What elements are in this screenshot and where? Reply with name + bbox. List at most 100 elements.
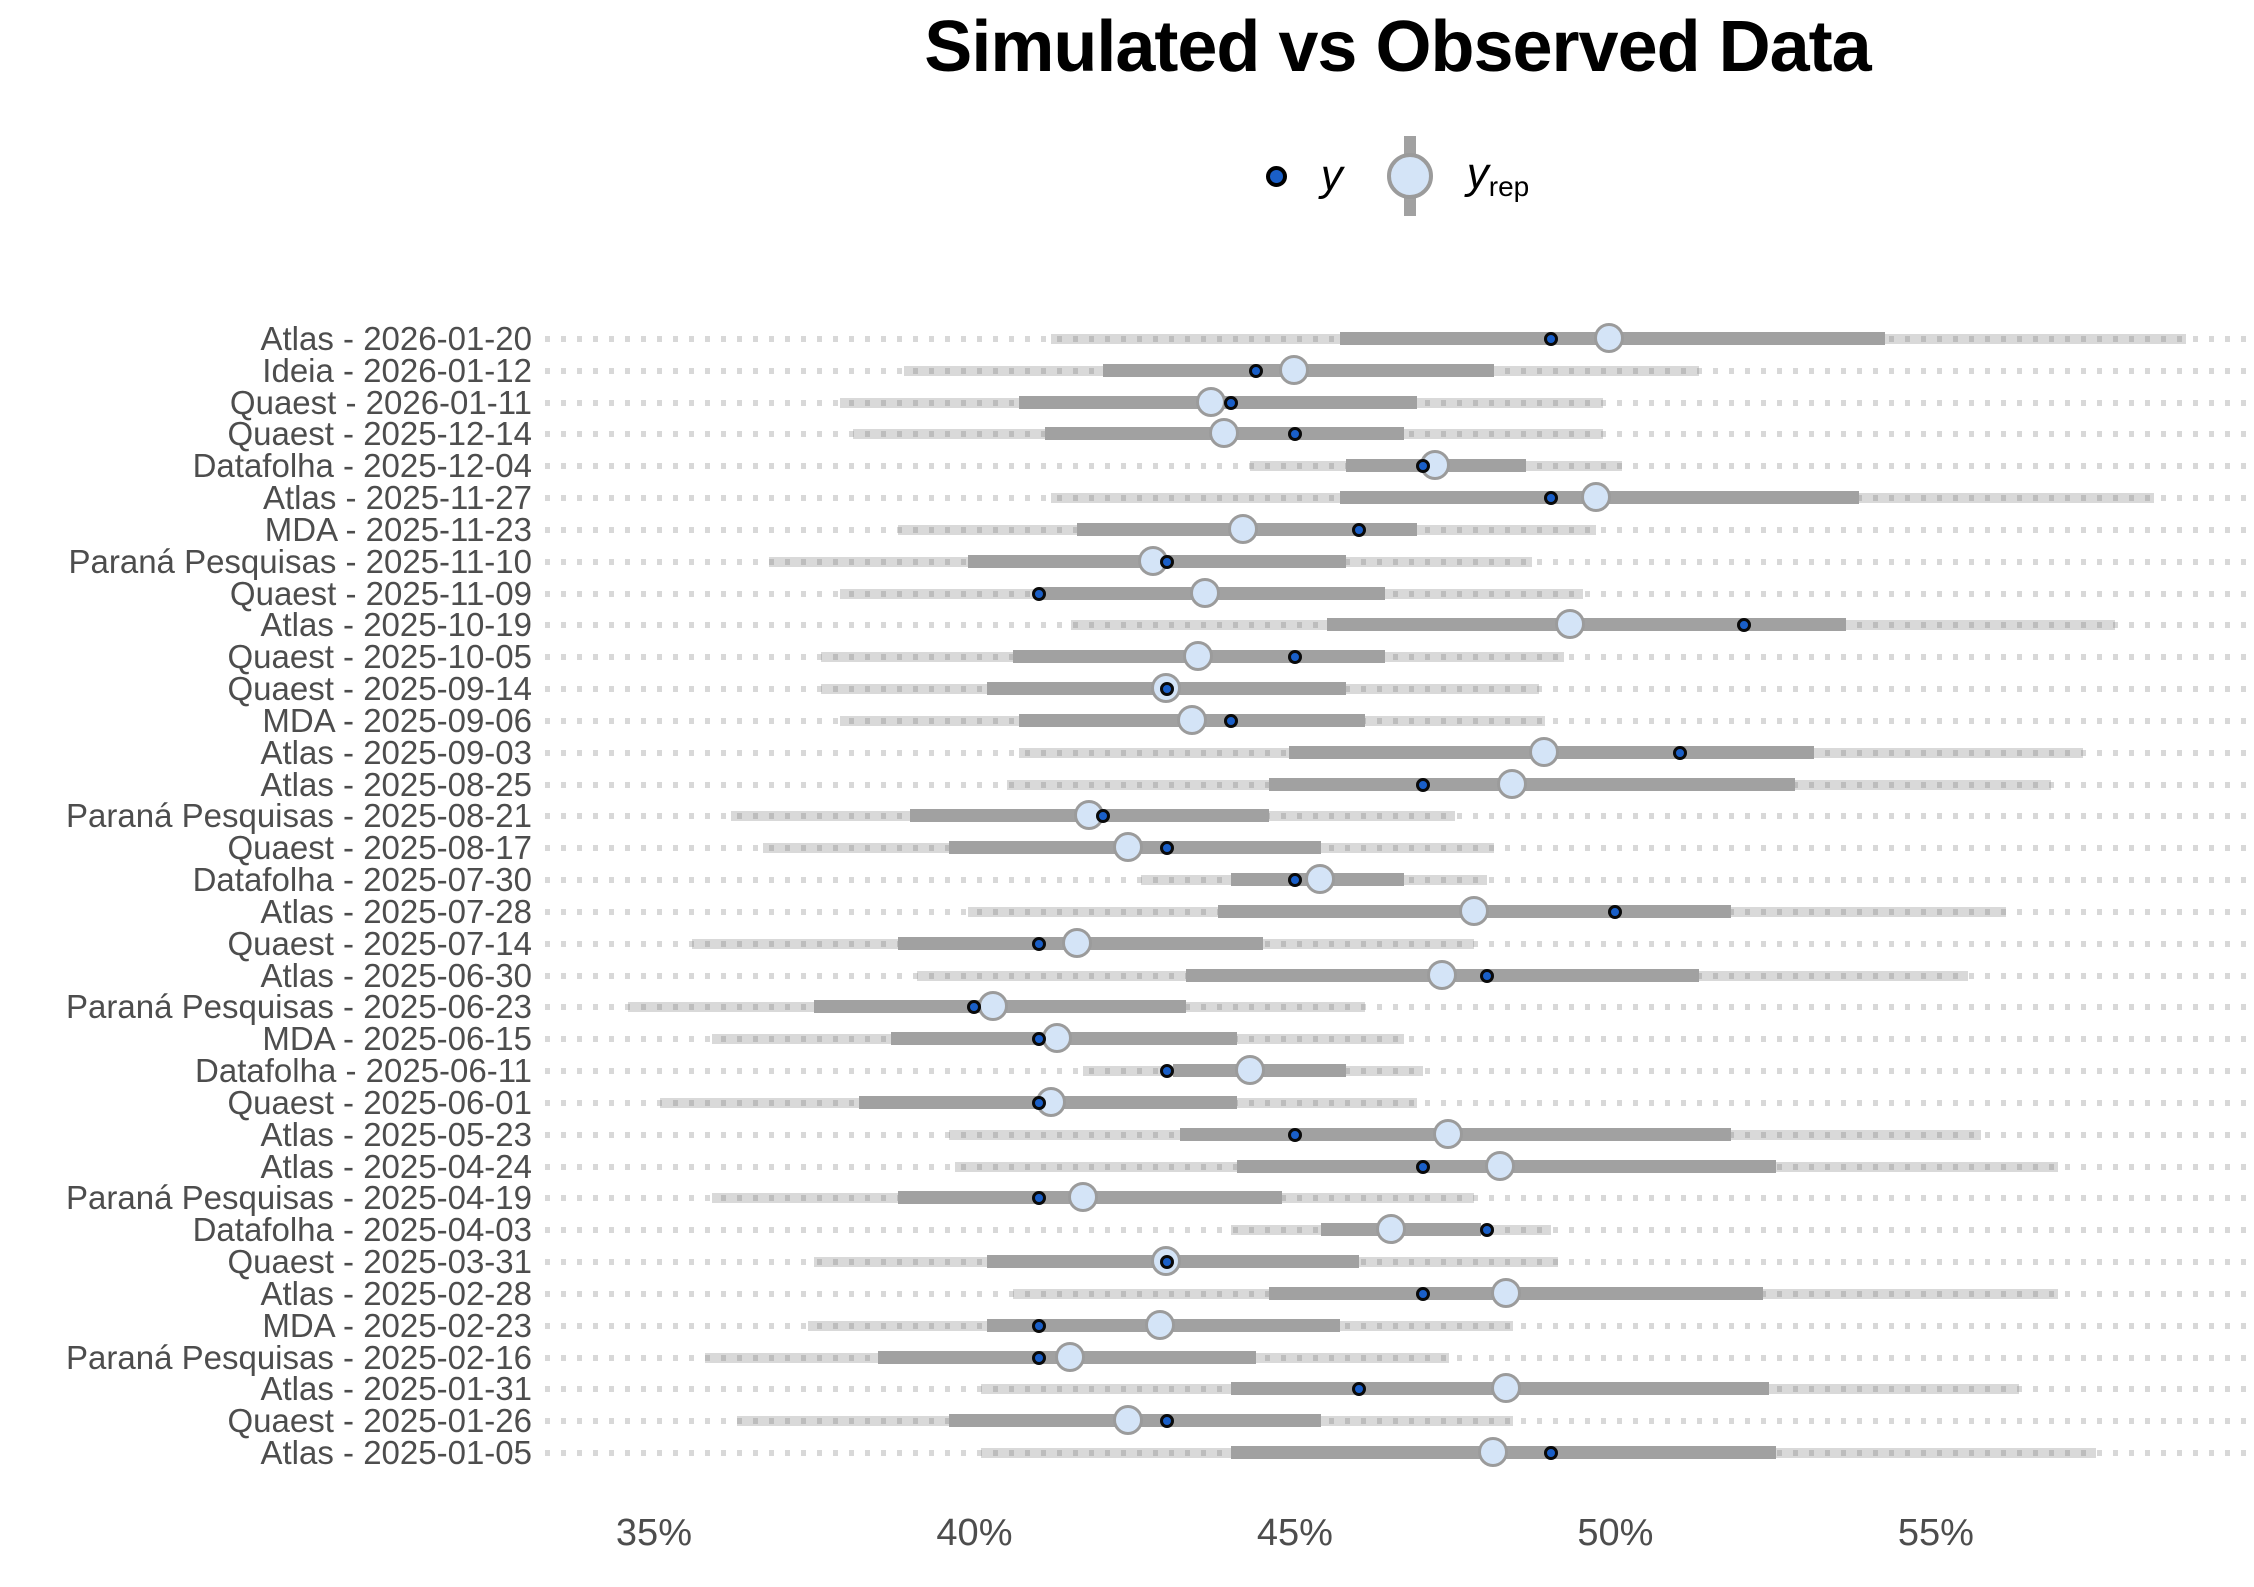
- yrep-median-point: [1067, 1182, 1098, 1213]
- observed-point: [1249, 363, 1264, 378]
- ppc-row: [545, 1437, 2250, 1469]
- y-axis-label: Paraná Pesquisas - 2025-06-23: [66, 988, 532, 1026]
- yrep-median-point: [1189, 577, 1220, 608]
- observed-point: [1223, 713, 1238, 728]
- observed-point: [1544, 1446, 1559, 1461]
- y-axis-label: Atlas - 2025-10-19: [260, 606, 533, 644]
- yrep-median-point: [1035, 1086, 1066, 1117]
- y-axis-label: Atlas - 2026-01-20: [260, 320, 533, 357]
- legend: y yrep: [545, 126, 2250, 226]
- y-axis-label: Quaest - 2025-01-26: [227, 1402, 532, 1440]
- ppc-row: [545, 704, 2250, 737]
- y-axis-label: MDA - 2025-09-06: [262, 701, 532, 739]
- y-axis-label: Quaest - 2025-10-05: [227, 638, 532, 676]
- yrep-median-point: [1151, 1246, 1182, 1277]
- yrep-median-point: [978, 991, 1009, 1022]
- ppc-row: [545, 577, 2250, 610]
- observed-point: [1031, 586, 1046, 601]
- observed-point: [1287, 873, 1302, 888]
- dotted-grid-line: [545, 1418, 2250, 1425]
- ppc-row: [545, 832, 2250, 864]
- y-axis-label: Quaest - 2025-12-14: [227, 415, 532, 453]
- x-axis-tick-label: 45%: [1256, 1512, 1333, 1554]
- dotted-grid-line: [545, 558, 2250, 565]
- observed-point: [1416, 459, 1431, 474]
- observed-point: [1031, 1095, 1046, 1110]
- yrep-median-point: [1478, 1437, 1509, 1468]
- dotted-grid-line: [545, 1259, 2250, 1266]
- yrep-median-point: [1580, 482, 1611, 513]
- yrep-median-point: [1183, 641, 1214, 672]
- yrep-median-point: [1112, 832, 1143, 863]
- y-axis-label: Paraná Pesquisas - 2025-04-19: [66, 1179, 532, 1217]
- y-axis-label: Atlas - 2025-01-31: [260, 1370, 533, 1408]
- y-axis-label: Atlas - 2025-04-24: [260, 1147, 533, 1185]
- observed-point: [967, 1000, 982, 1015]
- observed-point: [1287, 1127, 1302, 1142]
- yrep-median-point: [1055, 1341, 1086, 1372]
- observed-point: [1672, 745, 1687, 760]
- y-axis-label: Atlas - 2025-06-30: [260, 956, 533, 994]
- y-axis-label: Datafolha - 2025-12-04: [192, 447, 532, 485]
- yrep-median-point: [1484, 1150, 1515, 1181]
- dotted-grid-line: [545, 1004, 2250, 1011]
- y-axis-label: Quaest - 2025-07-14: [227, 924, 532, 962]
- observed-point: [1544, 332, 1559, 346]
- observed-point: [1736, 618, 1751, 633]
- y-axis-label: Quaest - 2025-11-09: [229, 574, 532, 612]
- observed-point: [1480, 1223, 1495, 1238]
- y-axis-label: Paraná Pesquisas - 2025-08-21: [66, 797, 532, 835]
- inner-interval-bar: [1269, 777, 1795, 791]
- ppc-row: [545, 1246, 2250, 1278]
- observed-point: [1159, 554, 1174, 569]
- y-axis-label: Quaest - 2025-09-14: [227, 670, 532, 708]
- ppc-row: [545, 1118, 2250, 1151]
- dotted-grid-line: [545, 717, 2250, 724]
- y-axis-label: MDA - 2025-11-23: [264, 510, 532, 548]
- ppc-row: [545, 354, 2250, 387]
- yrep-median-point: [1234, 1055, 1265, 1086]
- legend-item-y: y: [1265, 154, 1343, 198]
- dotted-grid-line: [545, 1068, 2250, 1075]
- dotted-grid-line: [545, 590, 2250, 597]
- y-axis-label: Atlas - 2025-08-25: [260, 765, 533, 803]
- ppc-row: [545, 418, 2250, 450]
- y-axis-label: Quaest - 2026-01-11: [229, 383, 532, 421]
- ppc-row: [545, 1150, 2250, 1183]
- yrep-circle-glyph: [1386, 153, 1433, 199]
- observed-point: [1159, 1064, 1174, 1079]
- observed-point: [1159, 1255, 1174, 1270]
- ppc-row: [545, 1055, 2250, 1087]
- observed-point: [1031, 1350, 1046, 1365]
- y-axis-label: Atlas - 2025-11-27: [262, 479, 532, 517]
- yrep-median-point: [1433, 1118, 1464, 1149]
- ppc-row: [545, 323, 2250, 355]
- observed-point: [1159, 1414, 1174, 1429]
- y-axis-label: Atlas - 2025-09-03: [260, 733, 533, 771]
- ppc-row: [545, 1086, 2250, 1119]
- ppc-row: [545, 768, 2250, 801]
- ppc-row: [545, 513, 2250, 546]
- ppc-row: [545, 673, 2250, 705]
- observed-point: [1287, 427, 1302, 442]
- observed-point: [1287, 650, 1302, 665]
- ppc-row: [545, 545, 2250, 578]
- dotted-grid-line: [545, 1195, 2250, 1202]
- ppc-row: [545, 641, 2250, 673]
- yrep-median-point: [1042, 1023, 1073, 1054]
- y-axis-label: Atlas - 2025-02-28: [260, 1274, 533, 1312]
- dotted-grid-line: [545, 1354, 2250, 1361]
- yrep-median-point: [1375, 1214, 1406, 1245]
- ppc-row: [545, 1277, 2250, 1310]
- y-axis-label: Atlas - 2025-07-28: [260, 892, 533, 930]
- observed-point: [1416, 1159, 1431, 1174]
- observed-point: [1480, 968, 1495, 983]
- observed-point: [1223, 395, 1238, 410]
- y-axis-label: Datafolha - 2025-06-11: [195, 1052, 532, 1090]
- observed-point: [1159, 682, 1174, 697]
- ppc-row: [545, 864, 2250, 896]
- yrep-median-point: [1305, 864, 1336, 895]
- observed-point: [1608, 904, 1623, 919]
- legend-item-yrep: yrep: [1386, 128, 1529, 224]
